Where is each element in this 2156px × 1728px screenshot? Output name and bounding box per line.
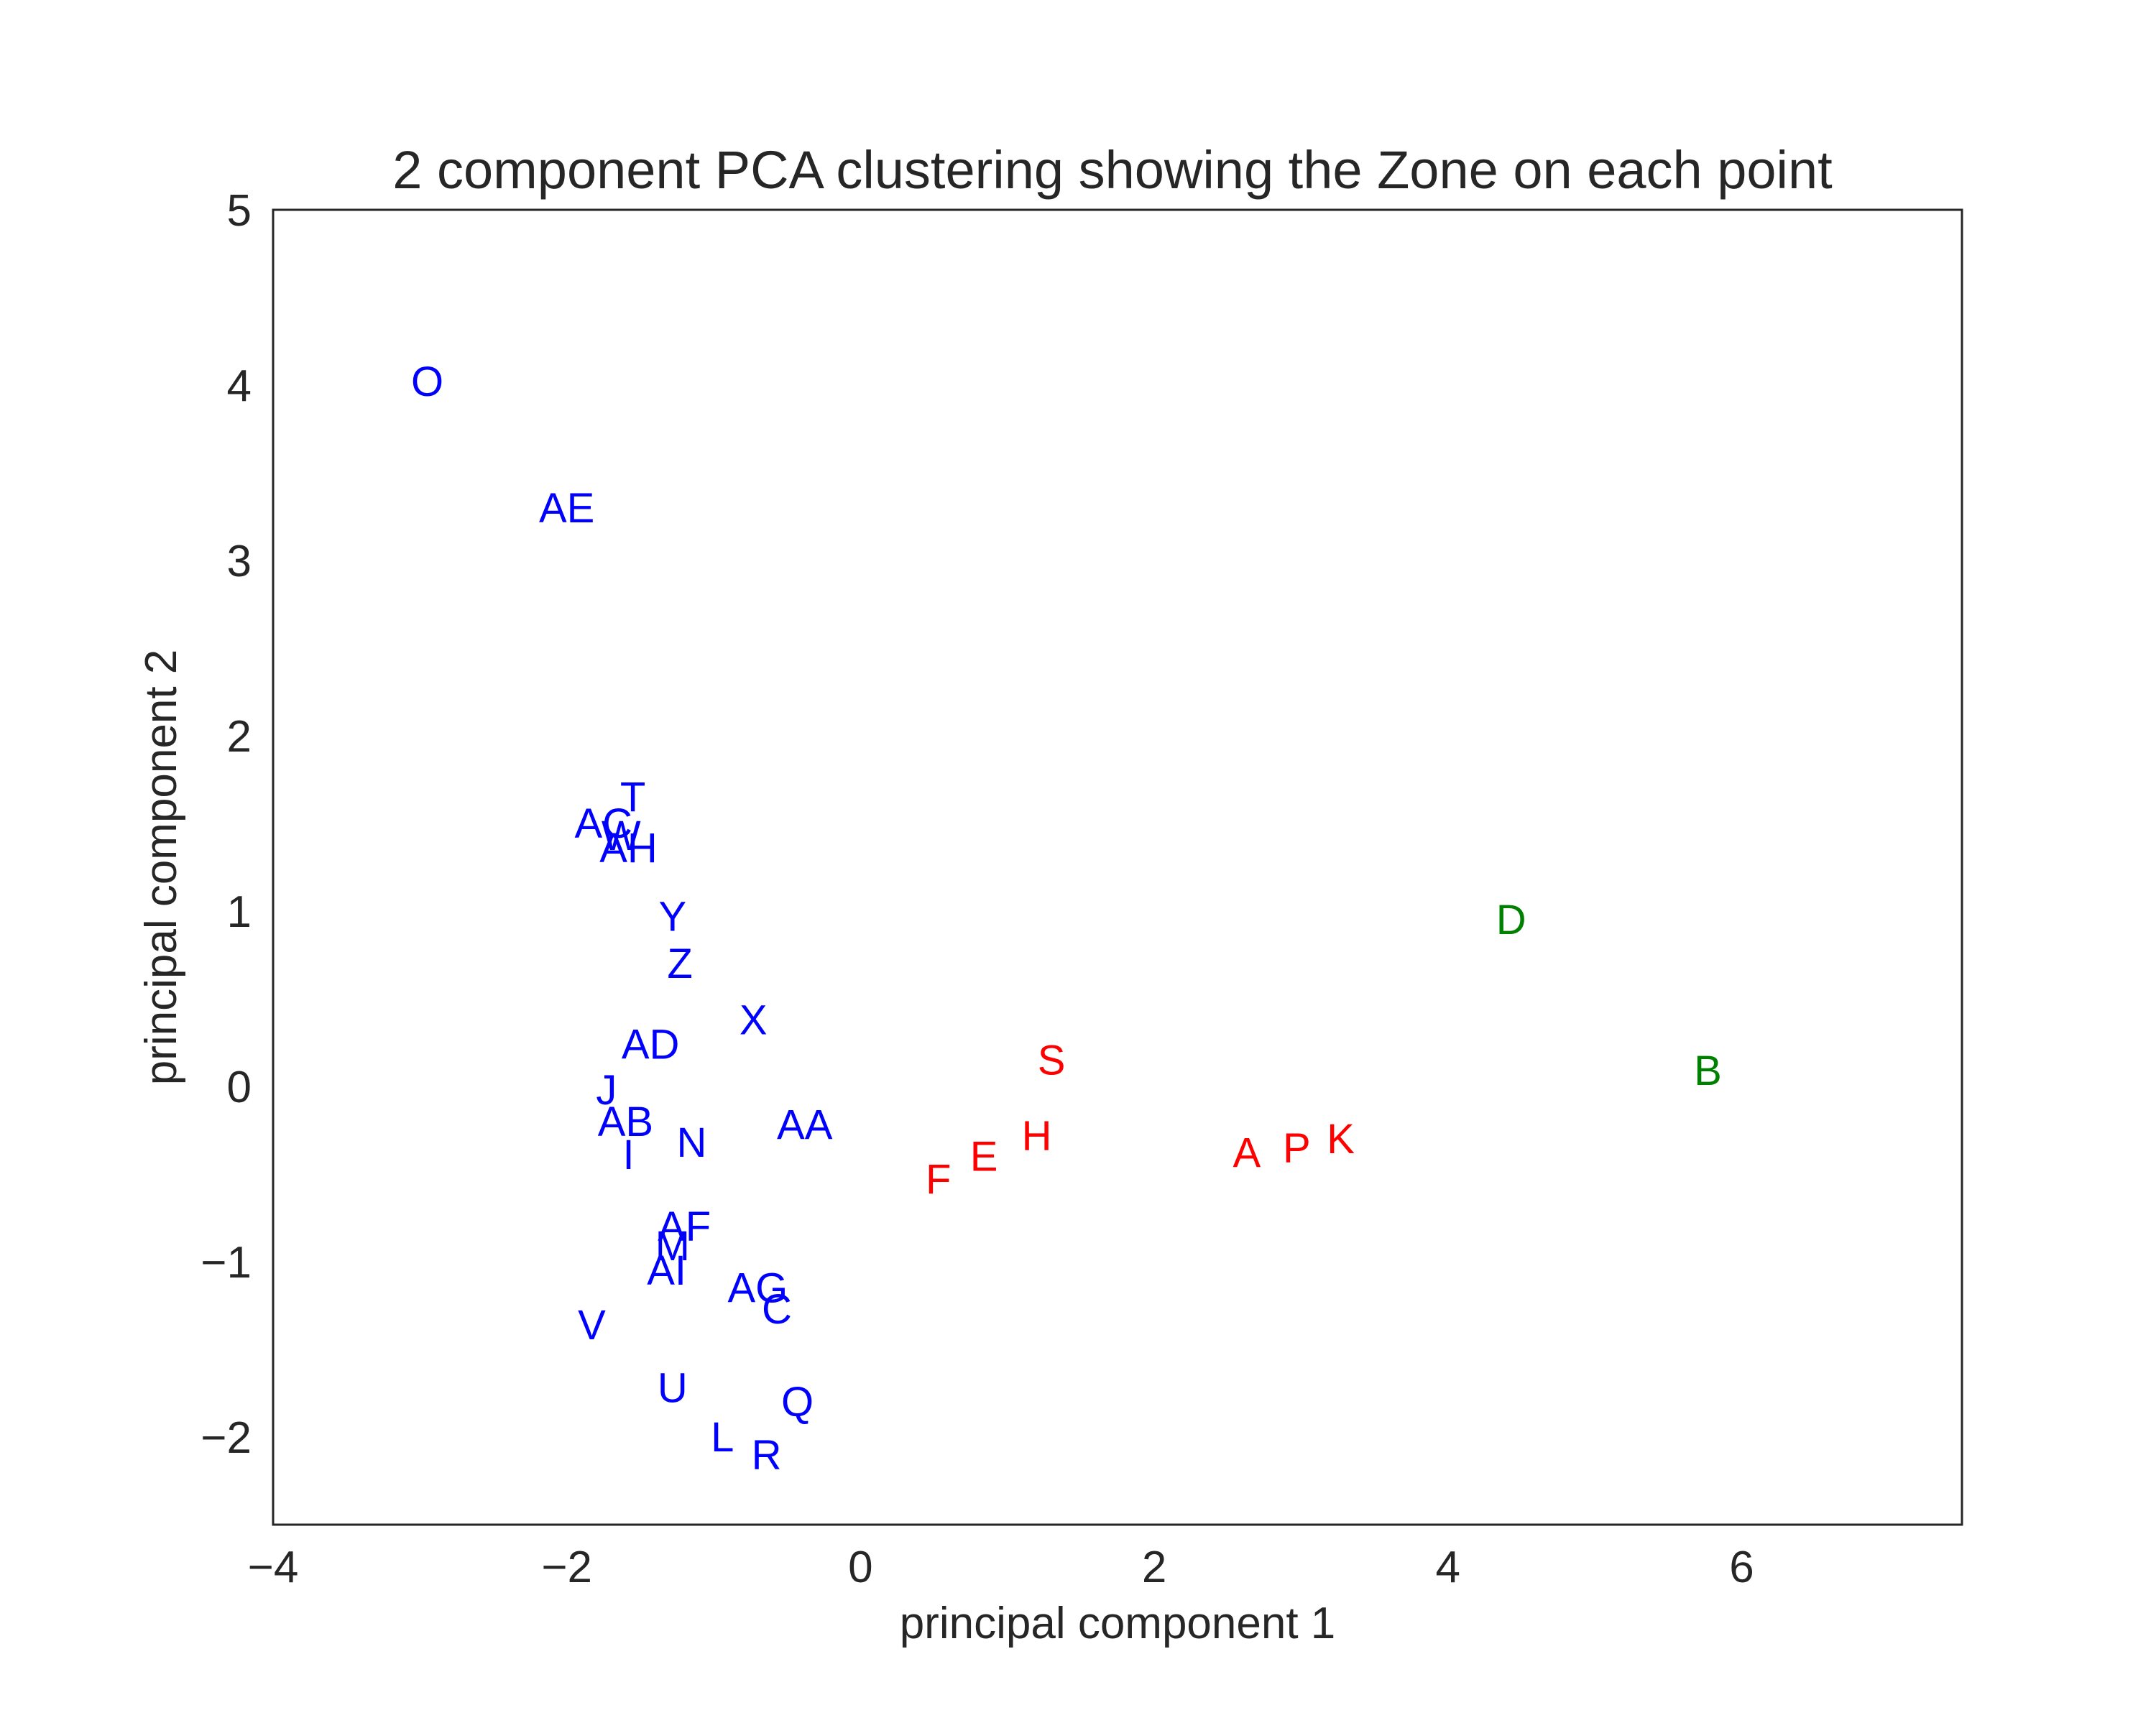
x-axis-ticks: −4 −2 0 2 4 6 xyxy=(248,1543,1754,1592)
point-label: W xyxy=(602,813,641,859)
point-label: O xyxy=(411,359,443,405)
plot-frame xyxy=(272,208,1963,1526)
x-tick-label: 6 xyxy=(1729,1543,1754,1592)
point-label: Y xyxy=(658,893,686,940)
y-tick-label: −2 xyxy=(201,1413,252,1463)
point-label: B xyxy=(1694,1048,1722,1094)
point-label: D xyxy=(1496,897,1526,943)
y-axis-ticks: −2 −1 0 1 2 3 4 5 xyxy=(201,186,252,1463)
point-label: P xyxy=(1283,1124,1311,1171)
chart-title: 2 component PCA clustering showing the Z… xyxy=(392,140,1833,200)
point-label: K xyxy=(1327,1116,1355,1163)
y-tick-label: 2 xyxy=(227,712,252,762)
point-label: M xyxy=(655,1223,690,1270)
y-tick-label: 5 xyxy=(227,186,252,236)
point-label: E xyxy=(970,1134,998,1181)
point-label: X xyxy=(740,997,768,1043)
point-label: F xyxy=(926,1156,951,1203)
point-label: V xyxy=(578,1302,606,1349)
point-label: A xyxy=(1233,1130,1261,1177)
point-label: AC xyxy=(574,800,632,847)
y-tick-label: 4 xyxy=(227,361,252,411)
point-label: AF xyxy=(658,1203,711,1250)
point-label: J xyxy=(596,1067,617,1114)
point-label: C xyxy=(762,1286,792,1333)
y-tick-label: −1 xyxy=(201,1238,252,1288)
point-label: N xyxy=(676,1119,706,1166)
point-label: S xyxy=(1038,1037,1066,1084)
point-label: Q xyxy=(781,1379,814,1426)
point-label: U xyxy=(658,1365,688,1412)
x-tick-label: 2 xyxy=(1142,1543,1166,1592)
x-tick-label: 0 xyxy=(848,1543,872,1592)
x-axis-label: principal component 1 xyxy=(900,1599,1336,1648)
point-label: T xyxy=(620,774,645,821)
point-label: H xyxy=(1022,1112,1052,1159)
point-label: AE xyxy=(539,485,594,532)
y-axis-label: principal component 2 xyxy=(137,650,186,1086)
point-label: Z xyxy=(667,941,692,987)
point-label: AB xyxy=(598,1099,653,1145)
point-label: AA xyxy=(777,1102,833,1149)
point-label: R xyxy=(752,1431,782,1478)
point-label: AD xyxy=(622,1021,680,1068)
y-tick-label: 0 xyxy=(227,1063,252,1112)
point-label: L xyxy=(711,1414,734,1461)
point-label: AI xyxy=(647,1247,686,1294)
point-label: I xyxy=(622,1132,634,1178)
x-tick-label: −2 xyxy=(541,1543,592,1592)
point-label: AG xyxy=(727,1265,788,1312)
x-tick-label: −4 xyxy=(248,1543,299,1592)
point-label: AH xyxy=(599,825,658,872)
y-tick-label: 1 xyxy=(227,887,252,937)
x-tick-label: 4 xyxy=(1436,1543,1460,1592)
y-tick-label: 3 xyxy=(227,537,252,586)
